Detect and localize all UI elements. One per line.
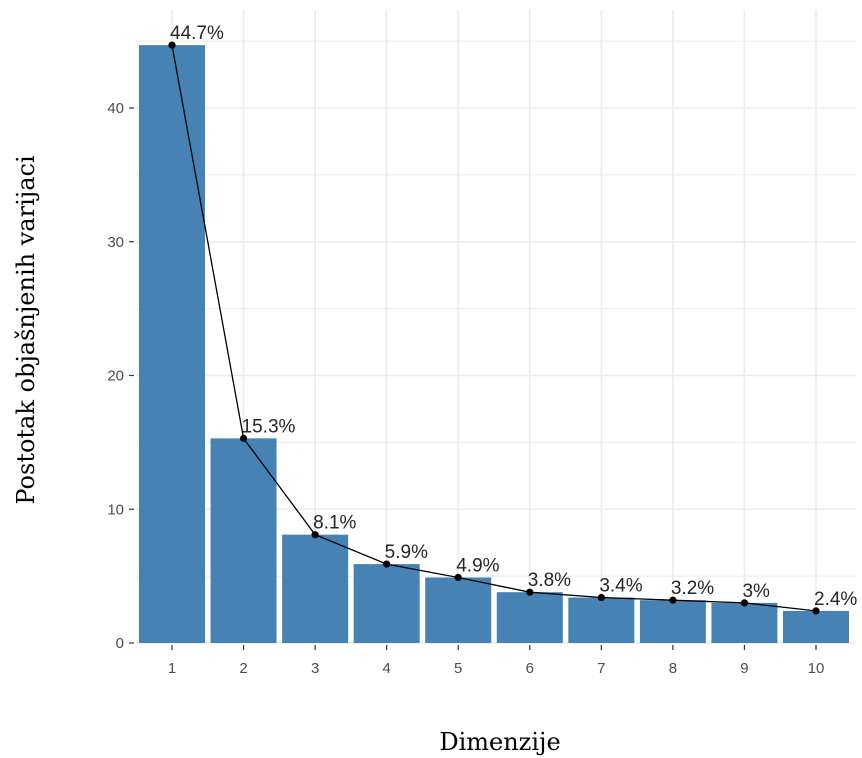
bar xyxy=(568,597,635,643)
y-tick-label: 20 xyxy=(107,368,124,385)
y-tick-label: 10 xyxy=(107,501,124,518)
bar xyxy=(282,534,349,643)
bar xyxy=(425,577,492,643)
line-point xyxy=(597,593,605,602)
x-tick-label: 4 xyxy=(382,660,390,677)
data-label: 44.7% xyxy=(170,23,224,44)
line-point xyxy=(740,599,749,607)
data-label: 3.8% xyxy=(528,570,571,591)
x-tick-label: 2 xyxy=(239,660,247,677)
data-labels: 44.7% 15.3% 8.1% 5.9% 4.9% 3.8% 3.4% 3.2% 3% 2.4% xyxy=(170,23,857,610)
bars xyxy=(139,45,849,643)
y-axis: 0 10 20 30 40 xyxy=(107,100,134,652)
bar xyxy=(496,592,563,643)
line-point xyxy=(168,41,176,49)
line-point xyxy=(526,588,534,596)
x-tick-label: 1 xyxy=(168,660,176,677)
bar xyxy=(139,45,205,643)
x-axis-title: Dimenzije xyxy=(439,728,560,756)
x-tick-label: 3 xyxy=(311,660,319,677)
data-label: 3.4% xyxy=(599,576,642,597)
x-tick-label: 7 xyxy=(597,660,605,677)
data-label: 4.9% xyxy=(456,555,499,576)
y-axis-title: Postotak objašnjenih varijaci xyxy=(12,155,40,505)
y-tick-label: 30 xyxy=(107,234,124,251)
x-axis: 1 2 3 4 5 6 7 8 9 10 xyxy=(168,645,825,677)
line-point xyxy=(812,607,820,615)
data-label: 15.3% xyxy=(242,416,296,437)
x-tick-label: 6 xyxy=(526,660,534,677)
data-label: 3% xyxy=(742,581,770,602)
data-label: 8.1% xyxy=(313,513,356,534)
line-series xyxy=(171,45,817,612)
bar xyxy=(210,438,277,643)
line-point xyxy=(383,560,391,568)
line-point xyxy=(669,596,677,604)
line-point xyxy=(239,434,248,442)
y-tick-label: 0 xyxy=(116,635,124,652)
data-label: 3.2% xyxy=(671,578,714,599)
y-tick-label: 40 xyxy=(107,100,124,117)
x-tick-label: 8 xyxy=(669,660,677,677)
bar xyxy=(783,610,849,643)
bar xyxy=(711,602,778,643)
bar xyxy=(639,600,706,643)
data-label: 2.4% xyxy=(814,589,857,610)
bar xyxy=(353,564,420,643)
line-point xyxy=(311,531,319,539)
data-label: 5.9% xyxy=(385,542,428,563)
line-point xyxy=(454,573,462,582)
x-tick-label: 5 xyxy=(454,660,462,677)
x-tick-label: 9 xyxy=(740,660,748,677)
cumulative-line xyxy=(168,41,820,615)
x-tick-label: 10 xyxy=(808,660,825,677)
